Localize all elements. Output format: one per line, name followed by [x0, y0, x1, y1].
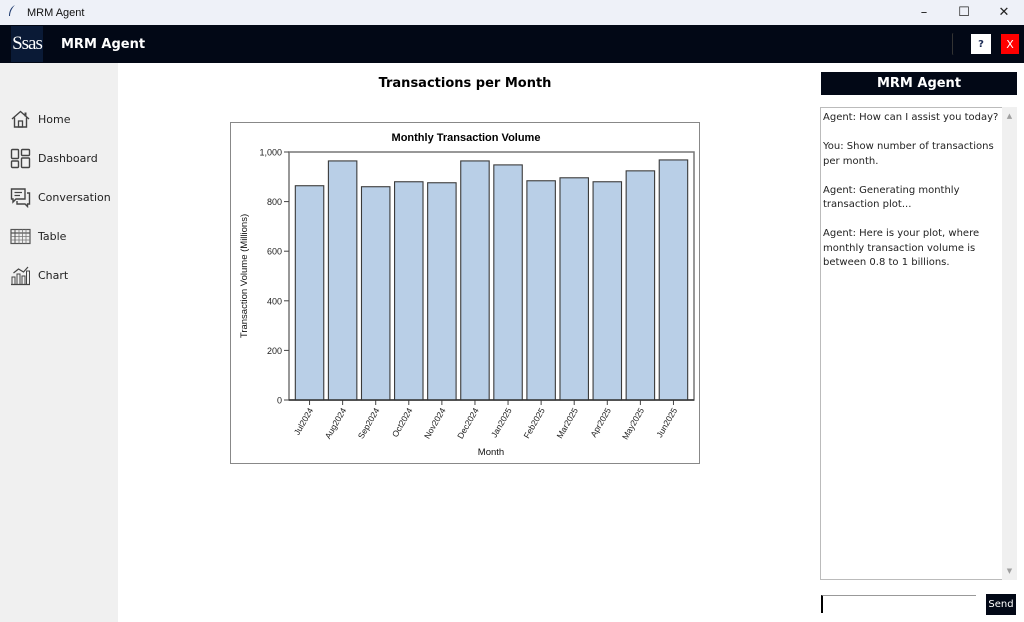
bar-Oct2024 [394, 181, 424, 401]
bar-Dec2024 [460, 160, 490, 401]
chart-title: Monthly Transaction Volume [392, 132, 541, 144]
y-tick-label: 200 [267, 346, 282, 356]
x-axis-label: Month [478, 447, 504, 458]
chat-message: Agent: Here is your plot, where monthly … [823, 228, 983, 268]
chat-input[interactable] [821, 595, 976, 613]
x-tick-label: Feb2025 [521, 406, 547, 440]
sidebar-item-chart[interactable]: Chart [10, 263, 68, 287]
feather-icon [7, 4, 25, 21]
window-titlebar: MRM Agent – ☐ ✕ [0, 0, 1024, 25]
sidebar-item-table[interactable]: Table [10, 224, 66, 248]
x-tick-label: Jan2025 [489, 406, 514, 439]
bar-chart: Monthly Transaction Volume 0 200 400 600 800 1… [239, 132, 695, 458]
x-tick-label: Apr2025 [588, 406, 613, 439]
sidebar-item-label: Home [38, 112, 71, 126]
x-tick-label: Nov2024 [422, 406, 448, 441]
maximize-button[interactable]: ☐ [958, 5, 970, 20]
bar-Apr2025 [592, 181, 623, 401]
sas-logo: Ssas [11, 26, 43, 62]
table-icon [10, 228, 31, 244]
page-title: Transactions per Month [378, 76, 552, 91]
dashboard-icon [10, 148, 31, 168]
sidebar-item-dashboard[interactable]: Dashboard [10, 146, 98, 170]
y-tick-label: 400 [267, 296, 282, 306]
x-tick-label: May2025 [620, 406, 646, 442]
app-close-button[interactable]: X [1001, 34, 1019, 54]
x-tick-label: Oct2024 [390, 406, 415, 439]
chat-panel-header: MRM Agent [821, 72, 1017, 95]
chart-container: Monthly Transaction Volume 0 200 400 600 800 1… [230, 122, 700, 464]
conversation-icon [10, 187, 31, 208]
y-tick-label: 600 [267, 247, 282, 257]
chat-message: Agent: How can I assist you today? [823, 112, 999, 123]
y-tick-label: 1,000 [259, 148, 282, 158]
x-tick-label: Mar2025 [554, 406, 580, 440]
bar-Sep2024 [360, 186, 391, 401]
bar-Jun2025 [658, 159, 689, 401]
bar-Aug2024 [327, 160, 358, 401]
sidebar-item-label: Conversation [38, 190, 111, 204]
sidebar-item-home[interactable]: Home [10, 107, 70, 131]
x-tick-label: Jun2025 [654, 406, 679, 439]
send-button[interactable]: Send [986, 594, 1016, 615]
window-close-button[interactable]: ✕ [998, 5, 1010, 20]
y-tick-label: 0 [277, 396, 282, 406]
sidebar-item-conversation[interactable]: Conversation [10, 185, 111, 209]
app-header: Ssas MRM Agent ? X [0, 25, 1024, 63]
bar-May2025 [625, 170, 656, 401]
sidebar: Home Dashboard Conversation Table Chart [0, 63, 118, 622]
x-tick-label: Dec2024 [455, 406, 481, 441]
home-icon [11, 110, 30, 128]
bar-Nov2024 [427, 182, 457, 401]
chat-message: You: Show number of transactions per mon… [823, 141, 997, 167]
app-title: MRM Agent [61, 36, 146, 52]
bar-Jan2025 [493, 164, 523, 401]
minimize-button[interactable]: – [920, 5, 928, 20]
scroll-down-arrow-icon[interactable]: ▼ [1006, 567, 1013, 575]
chat-scrollbar[interactable]: ▲ ▼ [1002, 107, 1017, 580]
chat-message: Agent: Generating monthly transaction pl… [823, 184, 963, 211]
y-tick-label: 800 [267, 197, 282, 207]
sidebar-item-label: Chart [38, 268, 69, 282]
chart-icon [11, 266, 30, 285]
sidebar-item-label: Dashboard [38, 151, 98, 165]
bar-Mar2025 [559, 177, 589, 401]
chat-log: Agent: How can I assist you today? You: … [820, 107, 1002, 580]
sidebar-item-label: Table [38, 229, 67, 243]
header-divider [952, 33, 955, 55]
help-button[interactable]: ? [971, 34, 991, 54]
bar-Jul2024 [294, 185, 325, 401]
window-title: MRM Agent [27, 6, 85, 19]
y-axis-label: Transaction Volume (Millions) [239, 214, 250, 338]
x-tick-label: Aug2024 [323, 406, 349, 441]
scroll-up-arrow-icon[interactable]: ▲ [1006, 112, 1013, 120]
x-tick-label: Jul2024 [292, 406, 316, 437]
bar-Feb2025 [526, 180, 556, 401]
x-tick-label: Sep2024 [356, 406, 382, 441]
